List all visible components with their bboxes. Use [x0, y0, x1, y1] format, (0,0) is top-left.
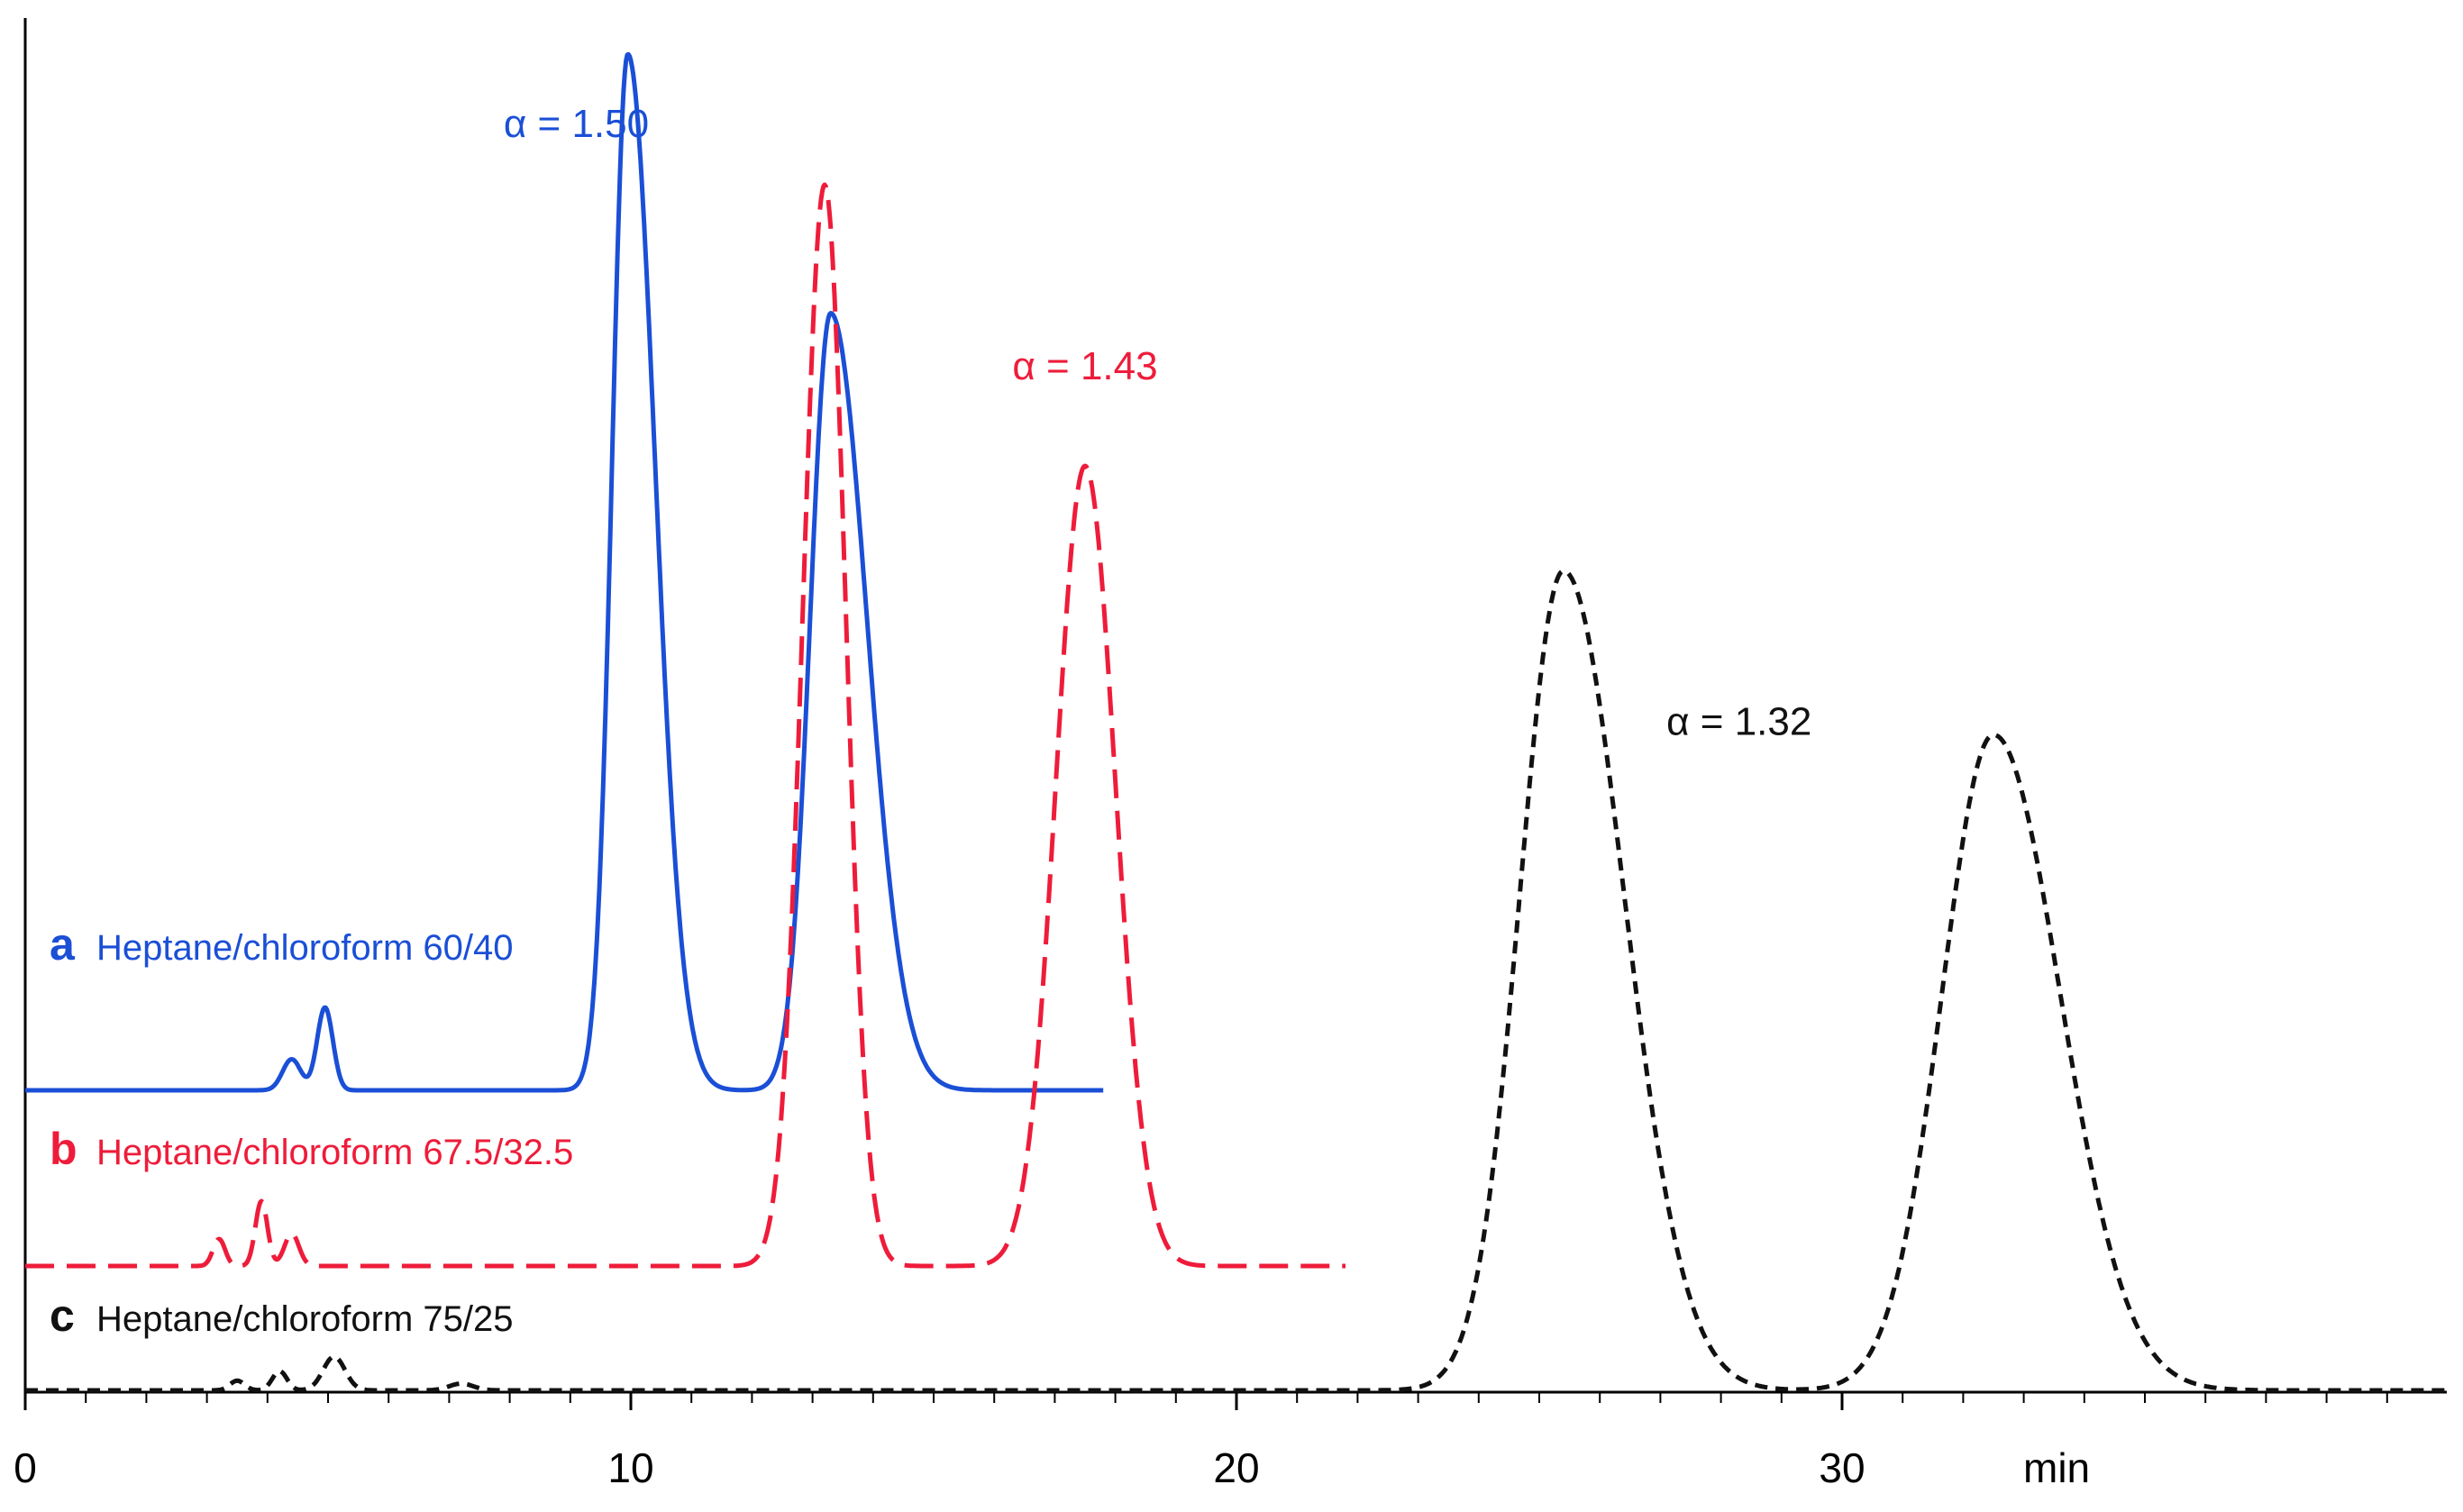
trace-c-letter: c: [50, 1290, 75, 1341]
x-tick-label: 30: [1819, 1444, 1865, 1491]
trace-a-alpha-annotation: α = 1.50: [504, 102, 649, 146]
trace-a-letter: a: [50, 919, 76, 970]
x-axis-ticks: 0 10 20 30: [14, 1392, 2388, 1491]
trace-b-name: Heptane/chloroform 67.5/32.5: [96, 1133, 573, 1172]
x-tick-label: 0: [14, 1444, 37, 1491]
trace-c-name: Heptane/chloroform 75/25: [96, 1299, 514, 1339]
trace-c-line: [23, 569, 2448, 1393]
x-tick-label: 20: [1213, 1444, 1259, 1491]
trace-a-name: Heptane/chloroform 60/40: [96, 928, 514, 968]
trace-b-line: [23, 182, 1347, 1269]
x-axis-label: min: [2023, 1444, 2090, 1491]
trace-b-letter: b: [50, 1124, 78, 1174]
trace-b-alpha-annotation: α = 1.43: [1012, 344, 1157, 388]
x-tick-label: 10: [607, 1444, 653, 1491]
traces-group: [23, 51, 2448, 1393]
trace-a-line: [23, 51, 1105, 1093]
labels-group: a Heptane/chloroform 60/40 α = 1.50 b Heptan…: [50, 102, 1811, 1341]
trace-c-alpha-annotation: α = 1.32: [1666, 699, 1811, 743]
